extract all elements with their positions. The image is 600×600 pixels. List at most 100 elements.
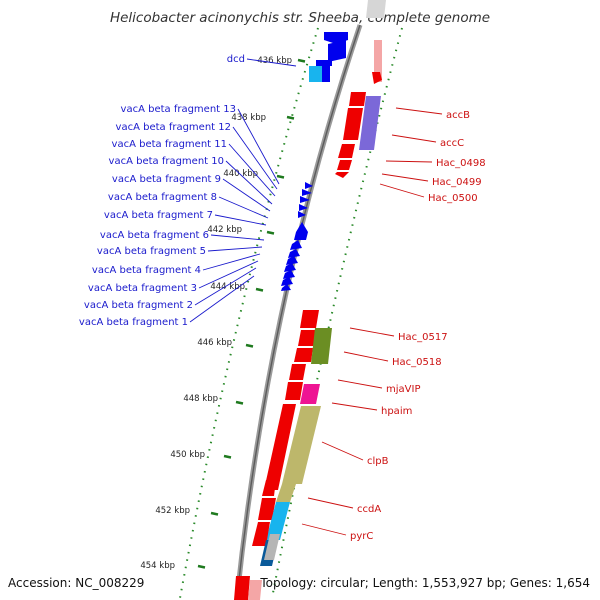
gene-label-left[interactable]: vacA beta fragment 2	[84, 300, 193, 311]
gene-reverse[interactable]	[372, 72, 382, 84]
leader-line	[321, 441, 364, 461]
gene-reverse[interactable]	[264, 404, 296, 490]
vacA-fragment-13[interactable]	[305, 182, 313, 189]
gene-label-right[interactable]: pyrC	[350, 531, 373, 542]
gene-reverse[interactable]	[298, 330, 318, 346]
leader-line	[222, 178, 271, 212]
gene-reverse[interactable]	[262, 480, 276, 496]
gene-forward[interactable]	[322, 66, 330, 82]
gene-reverse[interactable]	[294, 348, 313, 362]
leader-line	[194, 267, 257, 306]
gene-clpB[interactable]	[282, 406, 321, 484]
vacA-fragment-12[interactable]	[302, 189, 312, 196]
tick-mark	[245, 343, 254, 348]
left-labels: dcd vacA beta fragment 13 vacA beta fragme…	[79, 54, 297, 328]
vacA-fragment-1[interactable]	[281, 284, 291, 291]
gene-label-left[interactable]: vacA beta fragment 6	[100, 230, 209, 241]
vacA-fragment-4[interactable]	[284, 263, 296, 272]
gene-label-right[interactable]: Hac_0518	[392, 357, 442, 368]
leader-line	[198, 260, 259, 289]
gene-label-right[interactable]: ccdA	[357, 504, 381, 515]
gene-label-right[interactable]: accB	[446, 110, 470, 121]
gene-label-left[interactable]: vacA beta fragment 3	[88, 283, 197, 294]
gene-forward[interactable]	[328, 40, 346, 62]
topology-text: Topology: circular; Length: 1,553,927 bp…	[259, 576, 590, 590]
gene-label-right[interactable]: Hac_0498	[436, 158, 486, 169]
gene-label-left[interactable]: vacA beta fragment 11	[112, 139, 227, 150]
leader-line	[301, 523, 347, 536]
gene-reverse[interactable]	[258, 498, 276, 520]
gene-reverse[interactable]	[343, 108, 363, 140]
gene-pink[interactable]	[248, 580, 262, 600]
gene-pink[interactable]	[374, 40, 382, 82]
leader-line	[225, 160, 273, 205]
tick-mark	[255, 287, 264, 292]
gene-reverse[interactable]	[252, 522, 270, 546]
gene-label-left[interactable]: vacA beta fragment 13	[121, 104, 236, 115]
gene-gray[interactable]	[366, 0, 386, 18]
gene-Hac_0517[interactable]	[300, 310, 319, 328]
gene-label-left[interactable]: vacA beta fragment 9	[112, 174, 221, 185]
vacA-fragment-10[interactable]	[299, 204, 308, 211]
tick-mark	[235, 400, 244, 405]
gene-label-left[interactable]: vacA beta fragment 4	[92, 265, 201, 276]
leader-line	[214, 214, 267, 226]
gene-Hac_0500[interactable]	[335, 172, 349, 178]
tick-mark	[210, 511, 219, 516]
gene-hpaim[interactable]	[300, 384, 320, 404]
leader-line	[232, 126, 278, 190]
gene-ccdA[interactable]	[276, 484, 296, 502]
gene-reverse[interactable]	[285, 382, 303, 400]
gene-label-left[interactable]: vacA beta fragment 1	[79, 317, 188, 328]
gene-forward[interactable]	[316, 60, 332, 66]
vacA-fragment-7[interactable]	[290, 240, 302, 250]
tick-label: 446 kbp	[197, 338, 232, 348]
vacA-fragment-3[interactable]	[283, 270, 295, 279]
leader-line	[218, 196, 269, 219]
gene-label-left[interactable]: vacA beta fragment 5	[97, 246, 206, 257]
gene-label-left[interactable]: dcd	[227, 54, 245, 65]
gene-mjaVIP[interactable]	[289, 364, 306, 380]
gene-accB-accC[interactable]	[359, 96, 381, 150]
leader-line	[307, 497, 354, 509]
leader-line	[381, 173, 429, 182]
tick-mark	[223, 454, 232, 459]
leader-line	[331, 402, 378, 411]
gene-Hac_0498[interactable]	[338, 144, 355, 158]
leader-line	[391, 134, 437, 143]
gene-label-right[interactable]: accC	[440, 138, 464, 149]
gene-label-right[interactable]: hpaim	[381, 406, 412, 417]
reverse-genes	[234, 0, 386, 600]
tick-mark	[197, 564, 206, 569]
gene-pyrC[interactable]	[266, 502, 290, 540]
gene-label-left[interactable]: vacA beta fragment 8	[108, 192, 217, 203]
gene-dcd[interactable]	[309, 66, 322, 82]
vacA-fragment-11[interactable]	[300, 196, 310, 203]
gene-label-left[interactable]: vacA beta fragment 12	[116, 122, 231, 133]
gene-label-right[interactable]: mjaVIP	[386, 384, 420, 395]
leader-line	[343, 351, 389, 362]
gene-Hac_0499[interactable]	[337, 160, 352, 170]
vacA-fragment-9[interactable]	[298, 211, 306, 218]
vacA-fragment-5[interactable]	[286, 256, 298, 265]
gene-label-left[interactable]: vacA beta fragment 7	[104, 210, 213, 221]
gene-reverse[interactable]	[349, 92, 366, 106]
gene-reverse[interactable]	[234, 576, 250, 600]
leader-line	[228, 143, 276, 197]
gene-gray[interactable]	[264, 534, 280, 560]
leader-line	[385, 160, 433, 163]
gene-label-left[interactable]: vacA beta fragment 10	[109, 156, 224, 167]
vacA-fragment-6[interactable]	[288, 249, 300, 258]
tick-label: 440 kbp	[223, 169, 258, 179]
vacA-fragment-2[interactable]	[281, 277, 293, 286]
gene-label-right[interactable]: clpB	[367, 456, 389, 467]
tick-label: 438 kbp	[231, 113, 266, 123]
tick-mark	[286, 115, 295, 120]
gene-Hac_0518[interactable]	[311, 328, 332, 364]
gene-label-right[interactable]: Hac_0499	[432, 177, 482, 188]
vacA-fragment-8[interactable]	[294, 222, 308, 240]
gene-label-right[interactable]: Hac_0500	[428, 193, 478, 204]
gene-label-right[interactable]: Hac_0517	[398, 332, 448, 343]
leader-line	[395, 107, 443, 115]
